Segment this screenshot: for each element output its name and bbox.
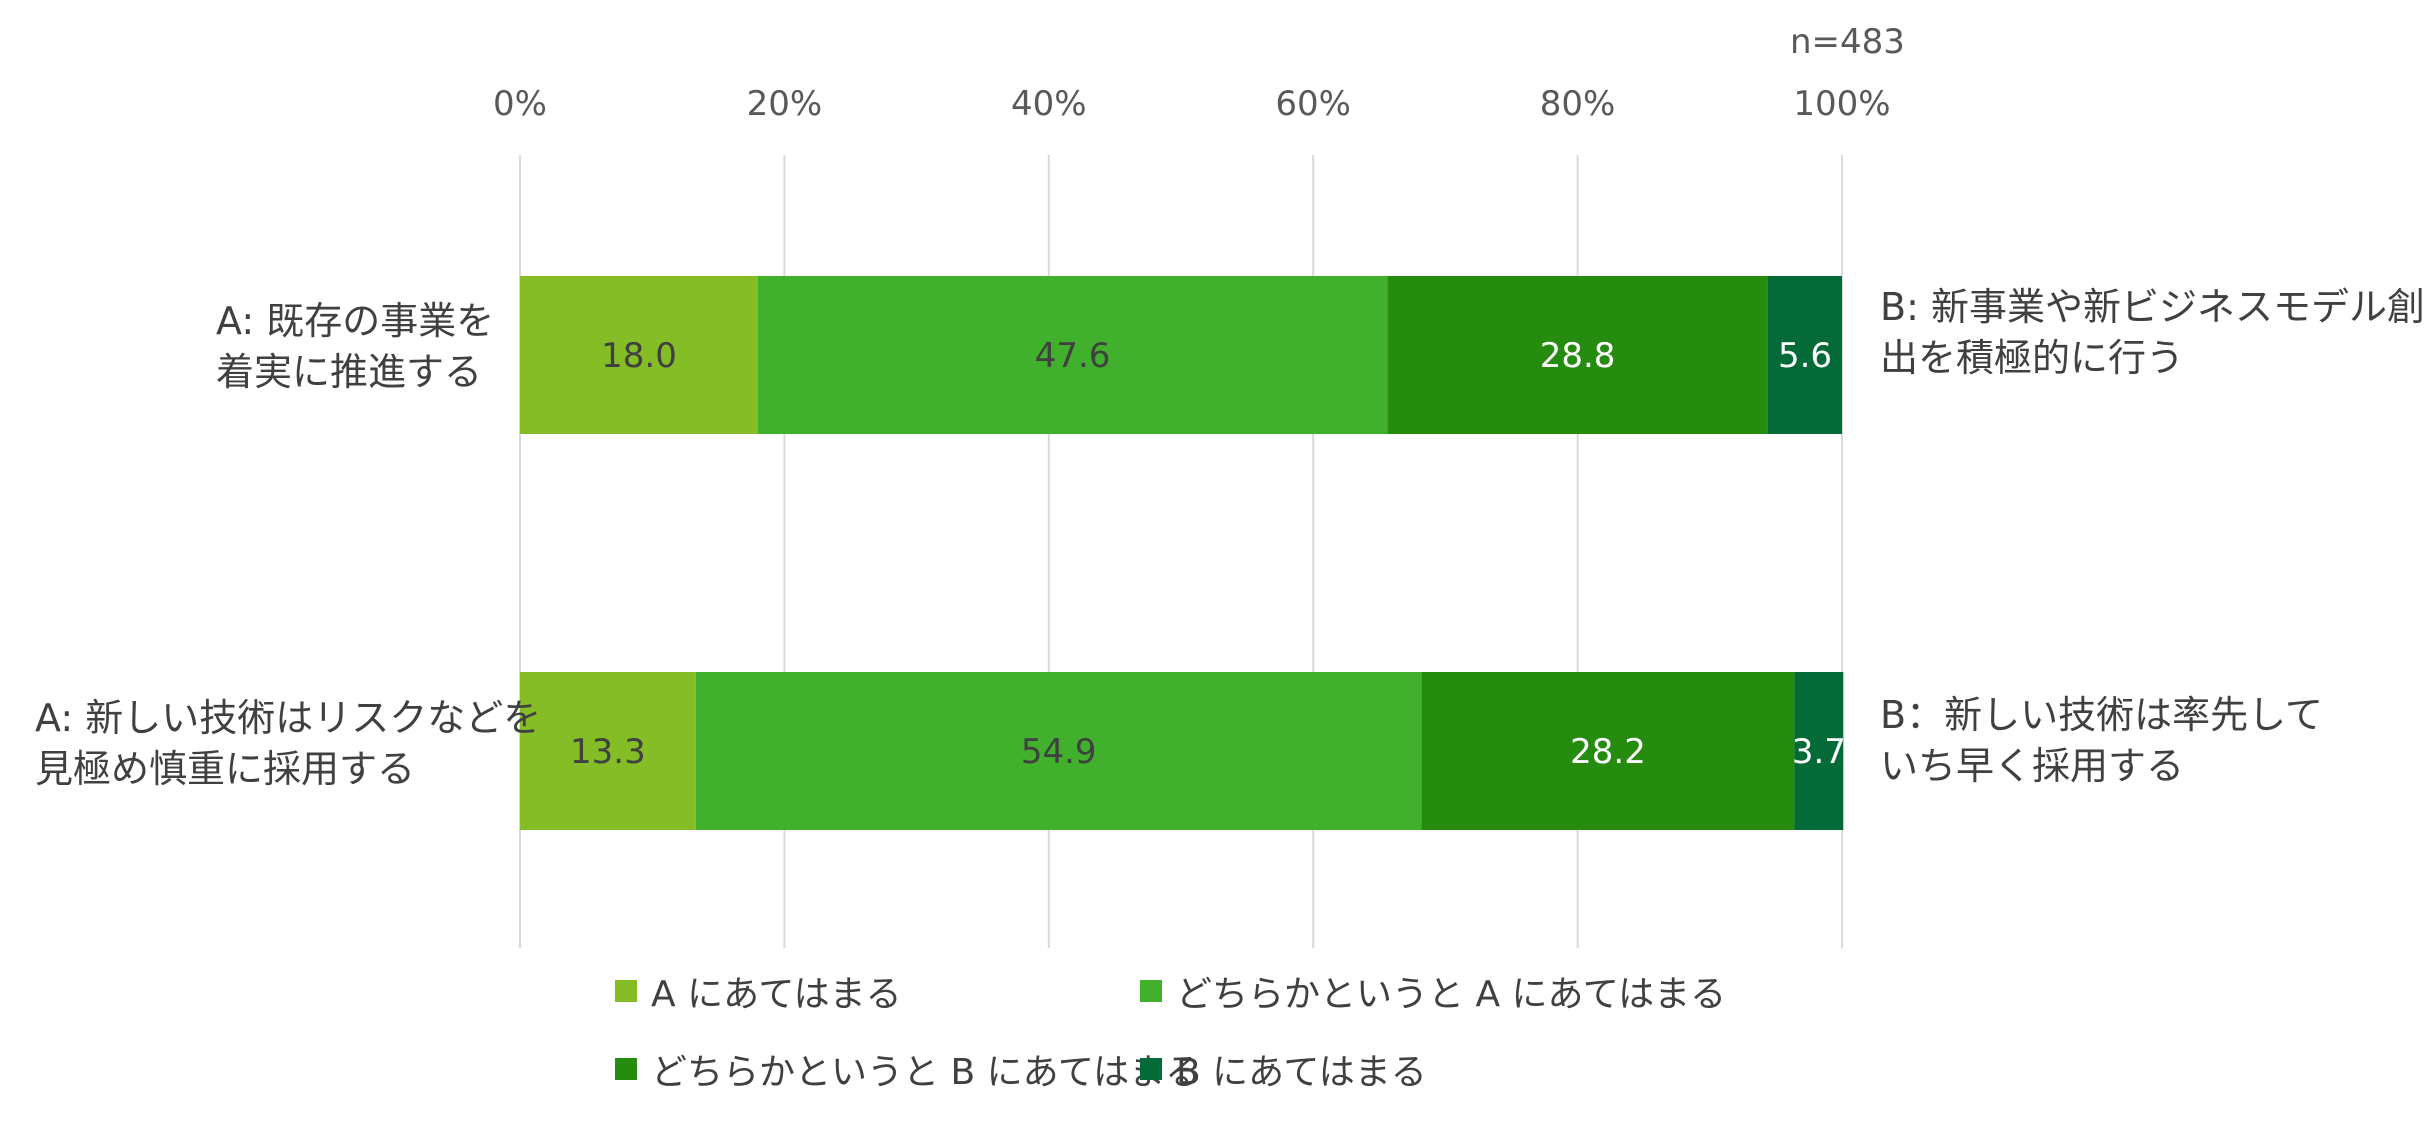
row-2-left-label: A: 新しい技術はリスクなどを 見極め慎重に採用する <box>35 693 541 796</box>
legend-swatch-b <box>1140 1058 1162 1080</box>
bar-row2-seg1 <box>520 672 696 830</box>
x-tick-label-2: 40% <box>1011 84 1087 124</box>
legend-label-rather-b: どちらかというと B にあてはまる <box>651 1052 1202 1093</box>
data-label-row2-seg3: 28.2 <box>1570 732 1646 772</box>
sample-size-note: n=483 <box>1790 22 1905 62</box>
legend-label-b: B にあてはまる <box>1176 1052 1427 1093</box>
legend-swatch-a <box>615 980 637 1002</box>
row-1-left-line-2: 着実に推進する <box>216 350 483 395</box>
data-label-row1-seg1: 18.0 <box>601 336 677 376</box>
legend-swatch-rather-b <box>615 1058 637 1080</box>
row-2-right-label: B：新しい技術は率先して いち早く採用する <box>1880 690 2323 793</box>
x-tick-label-5: 100% <box>1793 84 1890 124</box>
bar-row2-seg3 <box>1421 672 1795 830</box>
row-2-right-line-1: B：新しい技術は率先して <box>1880 693 2323 737</box>
data-label-row1-seg2: 47.6 <box>1035 336 1111 376</box>
row-2-left-line-2: 見極め慎重に採用する <box>35 747 416 792</box>
legend-label-a: A にあてはまる <box>651 974 902 1015</box>
legend-label-rather-a: どちらかというと A にあてはまる <box>1176 974 1727 1015</box>
row-2-left-line-1: A: 新しい技術はリスクなどを <box>35 696 542 740</box>
legend-item-rather-b: どちらかというと B にあてはまる <box>615 1043 1201 1095</box>
x-tick-label-0: 0% <box>493 84 547 124</box>
bar-row1-seg3 <box>1387 276 1768 434</box>
data-label-row1-seg4: 5.6 <box>1778 336 1832 376</box>
row-1-left-label: A: 既存の事業を 着実に推進する <box>216 296 494 399</box>
data-label-row2-seg1: 13.3 <box>570 732 646 772</box>
row-1-left-line-1: A: 既存の事業を <box>216 299 495 343</box>
bar-row2-seg4 <box>1794 672 1844 830</box>
x-tick-label-3: 60% <box>1275 84 1351 124</box>
data-label-row1-seg3: 28.8 <box>1540 336 1616 376</box>
row-1-right-line-1: B: 新事業や新ビジネスモデル創 <box>1880 285 2425 329</box>
bar-row1-seg1 <box>520 276 758 434</box>
row-1-right-label: B: 新事業や新ビジネスモデル創 出を積極的に行う <box>1880 282 2425 385</box>
legend-item-b: B にあてはまる <box>1140 1043 1427 1095</box>
bar-row1-seg4 <box>1767 276 1842 434</box>
data-label-row2-seg4: 3.7 <box>1792 732 1846 772</box>
legend-item-a: A にあてはまる <box>615 965 902 1017</box>
x-tick-label-1: 20% <box>747 84 823 124</box>
legend-item-rather-a: どちらかというと A にあてはまる <box>1140 965 1726 1017</box>
row-1-right-line-2: 出を積極的に行う <box>1880 336 2185 381</box>
x-tick-label-4: 80% <box>1540 84 1616 124</box>
legend-swatch-rather-a <box>1140 980 1162 1002</box>
bar-row2-seg2 <box>695 672 1422 830</box>
data-label-row2-seg2: 54.9 <box>1021 732 1097 772</box>
bar-row1-seg2 <box>757 276 1388 434</box>
row-2-right-line-2: いち早く採用する <box>1880 744 2185 789</box>
